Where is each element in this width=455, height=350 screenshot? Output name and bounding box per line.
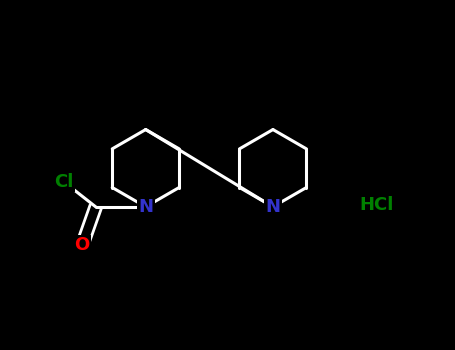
Text: N: N — [265, 198, 280, 216]
Text: N: N — [138, 198, 153, 216]
Text: HCl: HCl — [359, 196, 394, 213]
Text: Cl: Cl — [54, 173, 74, 191]
Text: O: O — [75, 237, 90, 254]
